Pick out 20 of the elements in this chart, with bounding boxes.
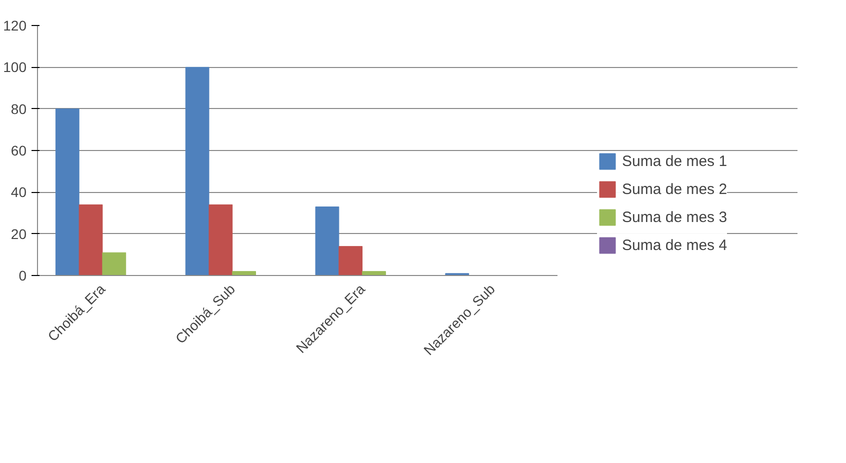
legend-label: Suma de mes 2	[622, 180, 728, 198]
y-tick-label: 80	[10, 100, 27, 117]
y-tick-label: 20	[10, 226, 27, 242]
bar	[315, 206, 340, 276]
y-tick-label: 100	[3, 59, 27, 76]
bar	[362, 271, 386, 276]
y-tick-label: 120	[3, 18, 27, 34]
bar	[208, 204, 233, 276]
legend-label: Suma de mes 1	[622, 152, 728, 170]
legend-label: Suma de mes 4	[622, 236, 728, 254]
bar	[338, 246, 363, 276]
y-tick-label: 0	[18, 268, 27, 284]
bar	[55, 108, 80, 276]
bar	[232, 271, 256, 276]
bar	[78, 204, 103, 276]
bar	[185, 66, 210, 276]
y-tick-label: 40	[10, 184, 27, 200]
bar	[102, 252, 126, 276]
y-tick-label: 60	[10, 142, 27, 158]
legend-label: Suma de mes 3	[622, 208, 728, 226]
